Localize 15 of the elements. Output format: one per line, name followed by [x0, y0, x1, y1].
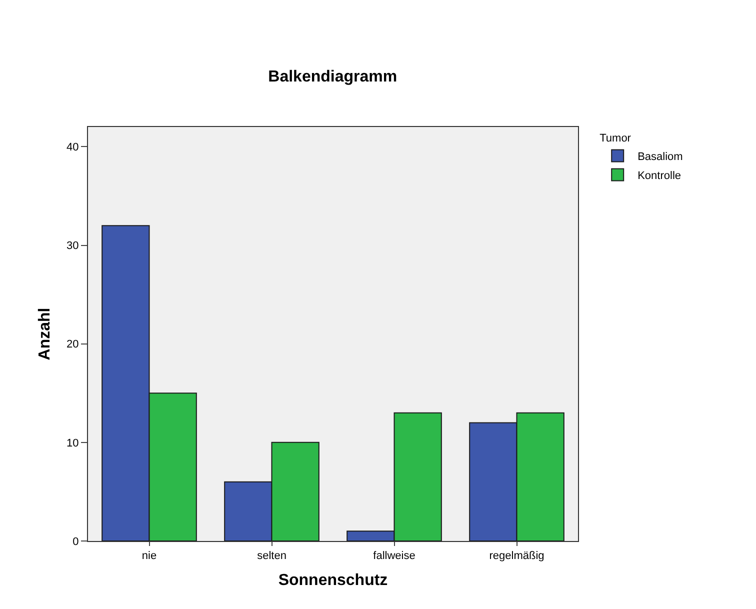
x-tick-label: regelmäßig	[489, 550, 544, 562]
y-tick-label: 40	[66, 142, 79, 154]
legend-label: Kontrolle	[638, 170, 682, 182]
x-tick-label: selten	[257, 550, 286, 562]
y-tick-label: 20	[66, 338, 79, 351]
legend-label: Basaliom	[638, 151, 683, 164]
y-tick-label: 30	[66, 240, 79, 252]
legend-title: Tumor	[600, 132, 632, 144]
x-tick-label: nie	[142, 550, 157, 562]
chart-title: Balkendiagramm	[268, 68, 398, 86]
y-axis-title: Anzahl	[36, 308, 54, 360]
y-tick-label: 10	[66, 437, 79, 450]
x-axis-title: Sonnenschutz	[278, 572, 388, 589]
y-tick-label: 0	[72, 536, 79, 548]
x-tick-label: fallweise	[373, 550, 416, 562]
